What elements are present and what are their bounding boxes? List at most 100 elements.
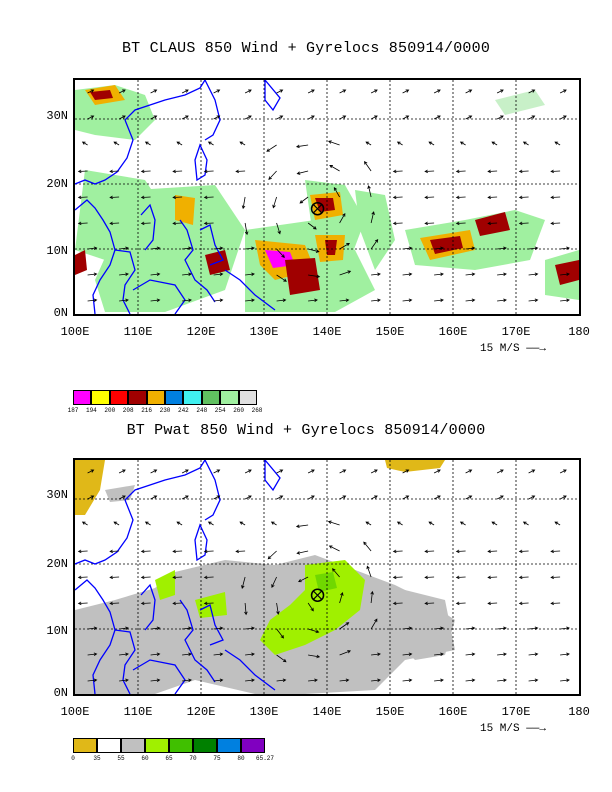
wind-arrow (424, 221, 435, 226)
wind-arrow (396, 141, 403, 146)
colorbar-cell (193, 738, 217, 753)
top-colorbar-labels: 187 194 200 208 216 230 242 248 254 260 268 (68, 407, 263, 417)
wind-arrow (87, 626, 98, 631)
wind-arrow (119, 652, 129, 657)
lon-label-130e: 130E (249, 705, 279, 719)
bottom-map-wind-scale: 15 M/S ——→ (480, 723, 547, 735)
wind-arrow (182, 298, 192, 303)
wind-arrow (113, 521, 120, 526)
lat-label-20n: 20N (46, 177, 68, 191)
wind-arrow (150, 469, 158, 474)
wind-arrow (244, 495, 252, 500)
wind-arrow (182, 626, 192, 631)
wind-arrow (87, 678, 98, 683)
wind-arrow (559, 495, 567, 500)
wind-arrow (371, 272, 381, 277)
wind-arrow (276, 89, 284, 94)
colorbar-cell (146, 390, 165, 405)
wind-arrow (370, 115, 378, 120)
wind-arrow (339, 495, 347, 500)
wind-arrow (559, 469, 567, 474)
colorbar-tick-label: 65.27 (255, 755, 275, 762)
lon-label-120e: 120E (186, 705, 216, 719)
wind-arrow (328, 545, 340, 552)
wind-arrow (528, 89, 536, 94)
wind-arrow (276, 469, 284, 474)
wind-arrow (339, 242, 350, 250)
top-map-storm-marker (310, 201, 325, 216)
wind-arrow (371, 298, 381, 303)
wind-arrow (276, 654, 287, 663)
wind-arrow (235, 549, 246, 554)
colorbar-cell (169, 738, 193, 753)
lon-label-100e: 100E (60, 325, 90, 339)
wind-arrow (118, 469, 126, 474)
wind-arrow (491, 521, 498, 526)
wind-arrow (465, 246, 476, 251)
wind-arrow (87, 89, 95, 94)
wind-arrow (465, 469, 473, 474)
lon-label-140e: 140E (312, 705, 342, 719)
wind-arrow (339, 115, 347, 120)
wind-arrow (172, 575, 183, 580)
wind-arrow (455, 169, 466, 174)
wind-arrow (307, 602, 314, 612)
wind-arrow (497, 246, 507, 251)
wind-arrow (213, 469, 221, 474)
bottom-map-storm-marker (310, 588, 325, 602)
wind-arrow (81, 521, 88, 526)
wind-arrow (554, 521, 561, 526)
wind-arrow (392, 221, 403, 226)
wind-arrow (371, 652, 381, 657)
wind-arrow (370, 211, 375, 224)
precipitable-water-shading (75, 460, 455, 694)
wind-arrow (276, 298, 287, 303)
wind-arrow (266, 144, 277, 152)
wind-arrow (327, 140, 340, 146)
wind-arrow (560, 652, 570, 657)
wind-arrow (333, 187, 340, 198)
wind-arrow (203, 169, 214, 174)
bottom-colorbar (73, 738, 265, 753)
wind-arrow (371, 678, 381, 683)
wind-arrow (370, 618, 378, 630)
wind-arrow (268, 170, 277, 180)
wind-arrow (392, 549, 403, 554)
wind-arrow (172, 195, 183, 200)
wind-arrow (465, 298, 476, 303)
colorbar-tick-label: 194 (85, 407, 97, 414)
wind-arrow (402, 272, 413, 277)
wind-arrow (172, 221, 183, 226)
bottom-map-coastlines (75, 460, 281, 694)
wind-arrow (497, 272, 507, 277)
wind-arrow (434, 626, 444, 631)
wind-arrow (203, 575, 214, 580)
wind-arrow (465, 272, 476, 277)
wind-arrow (213, 115, 221, 120)
colorbar-tick-label: 260 (233, 407, 244, 414)
wind-arrow (181, 89, 189, 94)
wind-arrow (213, 626, 224, 631)
wind-arrow (239, 521, 246, 526)
wind-arrow (560, 678, 570, 683)
wind-arrow (402, 89, 410, 94)
wind-arrow (433, 495, 441, 500)
wind-arrow (518, 601, 529, 606)
wind-arrow (496, 495, 504, 500)
wind-arrow (392, 575, 403, 580)
wind-arrow (244, 222, 249, 236)
wind-arrow (433, 89, 441, 94)
colorbar-tick-label: 35 (93, 755, 101, 762)
wind-arrow (339, 298, 350, 303)
colorbar-tick-label: 254 (214, 407, 226, 414)
wind-arrow (296, 550, 309, 555)
top-map-gridlines (75, 80, 579, 314)
wind-arrow (434, 678, 444, 683)
wind-arrow (366, 565, 372, 578)
wind-arrow (560, 272, 570, 277)
wind-arrow (370, 495, 378, 500)
wind-arrow (119, 678, 129, 683)
colorbar-cell (91, 390, 110, 405)
wind-arrow (87, 115, 95, 120)
wind-arrow (550, 195, 561, 200)
